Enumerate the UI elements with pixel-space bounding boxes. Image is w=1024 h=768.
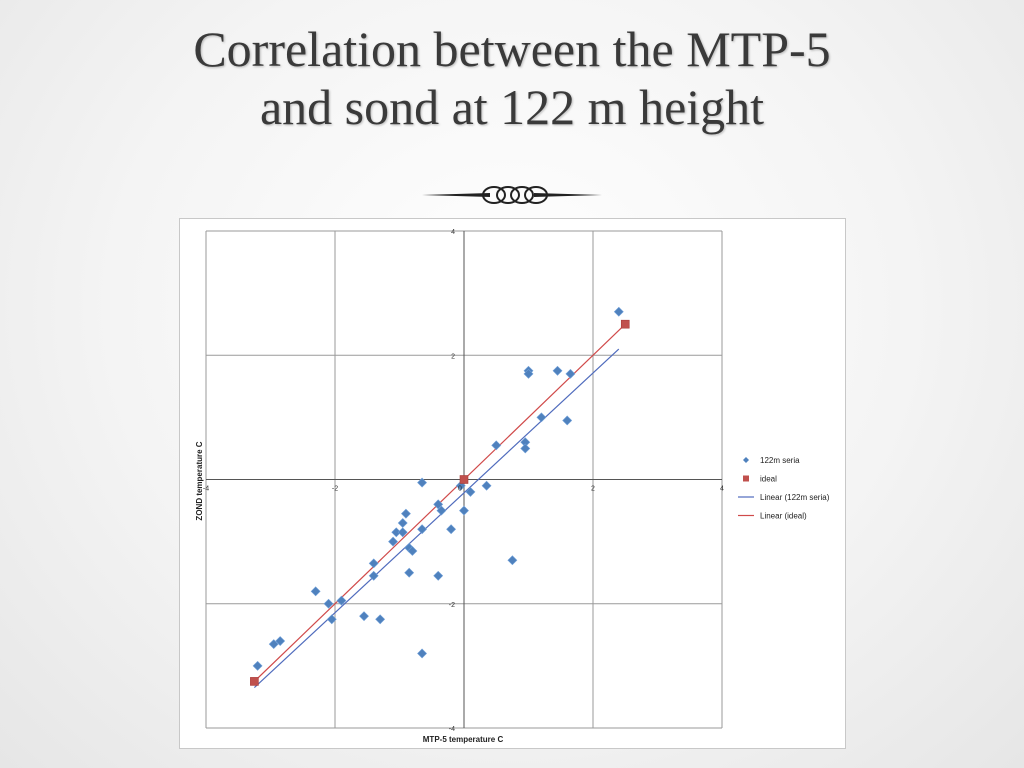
data-point-122m xyxy=(310,586,321,597)
data-point-122m xyxy=(433,499,444,510)
data-point-122m xyxy=(436,505,447,516)
legend-label: ideal xyxy=(760,475,777,484)
data-point-122m xyxy=(481,480,492,491)
y-tick-label: 4 xyxy=(451,229,455,236)
y-tick-label: -2 xyxy=(449,602,455,609)
x-axis-title: MTP-5 temperature C xyxy=(423,735,504,744)
data-point-122m xyxy=(613,306,624,317)
data-point-122m xyxy=(491,440,502,451)
data-point-122m xyxy=(417,524,427,535)
data-point-122m xyxy=(326,614,337,625)
data-point-122m xyxy=(275,636,286,646)
data-point-ideal xyxy=(620,319,630,329)
x-tick-label: 0 xyxy=(458,486,462,493)
legend-label: 122m seria xyxy=(760,456,800,465)
title-divider-ornament xyxy=(422,186,602,204)
chart-points xyxy=(250,306,630,686)
data-point-122m xyxy=(368,558,379,569)
chart-tick-labels: -4 -2 0 2 4 4 2 -2 -4 xyxy=(203,229,724,733)
chart-canvas: -4 -2 0 2 4 4 2 -2 -4 MTP-5 temperature C ZOND t… xyxy=(195,229,830,744)
x-tick-label: 4 xyxy=(720,486,724,493)
y-tick-label: -4 xyxy=(449,726,455,733)
data-point-122m xyxy=(388,536,398,547)
chart-legend: 122m seria ideal Linear (122m seria) Linear… xyxy=(738,456,830,521)
x-tick-label: -4 xyxy=(203,486,209,493)
data-point-122m xyxy=(417,477,427,488)
data-point-122m xyxy=(536,412,547,423)
data-point-122m xyxy=(565,368,576,379)
data-point-122m xyxy=(433,570,444,581)
data-point-122m xyxy=(459,505,469,516)
data-point-122m xyxy=(252,660,263,671)
x-tick-label: -2 xyxy=(332,486,338,493)
data-point-122m xyxy=(391,527,402,538)
data-point-122m xyxy=(375,614,386,625)
data-point-122m xyxy=(465,487,476,497)
data-point-122m xyxy=(523,368,534,379)
data-point-122m xyxy=(404,567,415,578)
data-point-122m xyxy=(407,546,418,556)
data-point-122m xyxy=(401,508,411,519)
slide-title: Correlation between the MTP-5 and sond a… xyxy=(0,20,1024,136)
slide-title-line-2: and sond at 122 m height xyxy=(259,79,765,135)
legend-marker-square xyxy=(743,475,749,482)
data-point-122m xyxy=(417,648,427,659)
trendline xyxy=(253,348,620,689)
data-point-122m xyxy=(507,555,518,566)
data-point-122m xyxy=(397,527,408,538)
data-point-122m xyxy=(268,639,279,650)
slide-title-line-1: Correlation between the MTP-5 xyxy=(193,21,831,77)
x-tick-label: 2 xyxy=(591,486,595,493)
legend-label: Linear (ideal) xyxy=(760,512,807,521)
data-point-122m xyxy=(323,598,334,609)
scatter-chart: -4 -2 0 2 4 4 2 -2 -4 MTP-5 temperature C ZOND t… xyxy=(179,218,846,749)
data-point-122m xyxy=(552,365,563,376)
legend-marker-diamond xyxy=(743,457,749,463)
data-point-ideal xyxy=(459,475,469,484)
data-point-122m xyxy=(336,595,347,606)
y-tick-label: 2 xyxy=(451,353,455,360)
data-point-ideal xyxy=(250,677,259,686)
data-point-122m xyxy=(562,415,573,426)
data-point-122m xyxy=(520,443,531,454)
data-point-122m xyxy=(368,570,379,581)
data-point-122m xyxy=(359,611,369,622)
y-axis-title: ZOND temperature C xyxy=(195,441,204,520)
data-point-122m xyxy=(446,524,457,535)
data-point-122m xyxy=(397,518,408,528)
legend-label: Linear (122m seria) xyxy=(760,493,830,502)
